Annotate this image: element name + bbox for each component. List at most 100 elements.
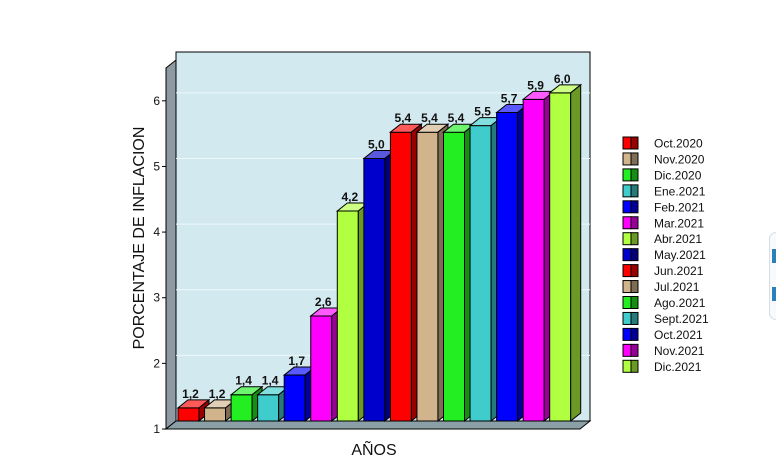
plot-side-wall	[165, 58, 177, 431]
legend-item: Feb.2021	[622, 200, 705, 214]
legend-swatch-shade	[630, 343, 639, 357]
data-labels: 1,2 1,2 1,4 1,4 1,7 2,6 4,2 5,0 5,4 5,4 5,4 5,5 5,7 5…	[182, 72, 571, 401]
legend-swatch	[622, 168, 632, 182]
bar	[521, 90, 556, 423]
x-axis-title: AÑOS	[351, 439, 396, 459]
legend-swatch-shade	[630, 184, 639, 198]
legend-item: Nov.2021	[622, 343, 705, 358]
bar-value-label: 6,0	[554, 72, 571, 86]
bars	[176, 83, 583, 423]
legend-swatch-shade	[630, 136, 639, 150]
legend-label: Dic.2021	[654, 360, 702, 374]
legend-swatch-shade	[630, 264, 639, 278]
legend-label: May.2021	[654, 248, 706, 262]
bar-value-label: 5,5	[474, 105, 491, 119]
y-tick-label: 2	[153, 356, 160, 370]
y-tick-label: 6	[153, 94, 160, 108]
bar-front	[363, 157, 386, 422]
bar-front	[310, 315, 333, 422]
legend-label: Sept.2021	[654, 312, 709, 326]
bar-value-label: 5,4	[448, 111, 465, 125]
y-tick-label: 5	[153, 159, 160, 173]
legend-item: Jul.2021	[622, 280, 700, 294]
legend-swatch-shade	[630, 216, 639, 230]
legend-swatch	[622, 200, 632, 214]
bar-front	[416, 131, 439, 422]
y-tick-label: 1	[153, 422, 160, 436]
legend-item: Oct.2020	[622, 136, 703, 151]
legend-label: Oct.2021	[654, 328, 703, 342]
plot-floor	[164, 420, 592, 430]
legend-item: Oct.2021	[622, 327, 703, 342]
bar-front	[336, 210, 359, 422]
legend-swatch	[622, 343, 632, 357]
legend-label: Oct.2020	[654, 137, 703, 151]
legend-swatch-shade	[630, 232, 639, 246]
legend-swatch-shade	[630, 280, 639, 294]
legend-swatch	[622, 264, 632, 278]
bar-value-label: 5,9	[527, 78, 544, 92]
legend-label: Ago.2021	[654, 296, 706, 310]
legend-label: Nov.2020	[654, 152, 705, 166]
legend-swatch	[622, 136, 632, 150]
legend-swatch-shade	[630, 248, 639, 262]
bar-front	[230, 394, 253, 422]
legend-swatch	[622, 311, 632, 325]
bar-front	[469, 125, 492, 422]
bar	[176, 398, 211, 423]
legend-swatch-shade	[630, 327, 639, 341]
legend-swatch-shade	[630, 296, 639, 309]
legend-label: Jun.2021	[654, 264, 704, 278]
y-tick-label: 4	[153, 225, 160, 239]
bar-front	[496, 112, 519, 422]
legend-item: Sept.2021	[622, 311, 709, 326]
y-tick-label: 3	[153, 291, 160, 305]
legend-swatch	[622, 280, 632, 294]
legend-swatch-shade	[630, 200, 639, 214]
legend-item: Dic.2020	[622, 168, 702, 182]
legend-item: Jun.2021	[622, 264, 704, 278]
bar-value-label: 5,0	[368, 137, 385, 151]
bar-side	[570, 83, 582, 423]
legend-swatch	[622, 359, 632, 373]
legend-label: Abr.2021	[654, 232, 702, 246]
tab-marker-icon	[772, 287, 776, 301]
bar-value-label: 1,2	[209, 387, 226, 401]
legend-label: Dic.2020	[654, 168, 702, 182]
legend-item: Ene.2021	[622, 184, 706, 198]
legend-swatch-shade	[630, 152, 639, 166]
bar-front	[389, 131, 412, 422]
legend-swatch-shade	[630, 311, 639, 325]
legend-label: Mar.2021	[654, 216, 704, 230]
legend-item: Nov.2020	[622, 152, 705, 166]
bar-value-label: 1,4	[235, 374, 252, 388]
legend-item: May.2021	[622, 248, 706, 262]
legend-swatch-shade	[630, 359, 639, 373]
legend-swatch-shade	[630, 168, 639, 182]
legend-label: Nov.2021	[654, 344, 705, 358]
legend-swatch	[622, 232, 632, 246]
legend-swatch	[622, 327, 632, 341]
bar-front	[443, 131, 465, 422]
bar-value-label: 1,4	[262, 374, 279, 388]
tab-marker-icon	[772, 249, 776, 263]
legend-swatch	[622, 296, 632, 309]
legend-item: Dic.2021	[622, 359, 702, 374]
legend-label: Feb.2021	[654, 200, 705, 214]
legend-item: Abr.2021	[622, 232, 702, 246]
legend-item: Mar.2021	[622, 216, 704, 230]
side-panel-tab[interactable]	[769, 232, 776, 320]
legend-swatch	[622, 216, 632, 230]
y-axis-title: PORCENTAJE DE INFLACION	[131, 127, 148, 350]
bar-value-label: 1,7	[288, 354, 305, 368]
bar-front	[283, 374, 306, 422]
legend-item: Ago.2021	[622, 296, 706, 310]
legend-swatch	[622, 152, 632, 166]
legend-swatch	[622, 184, 632, 198]
bar-value-label: 5,4	[395, 111, 412, 125]
bar-front	[257, 394, 280, 422]
legend-label: Ene.2021	[654, 184, 706, 198]
bar-front	[522, 98, 545, 422]
